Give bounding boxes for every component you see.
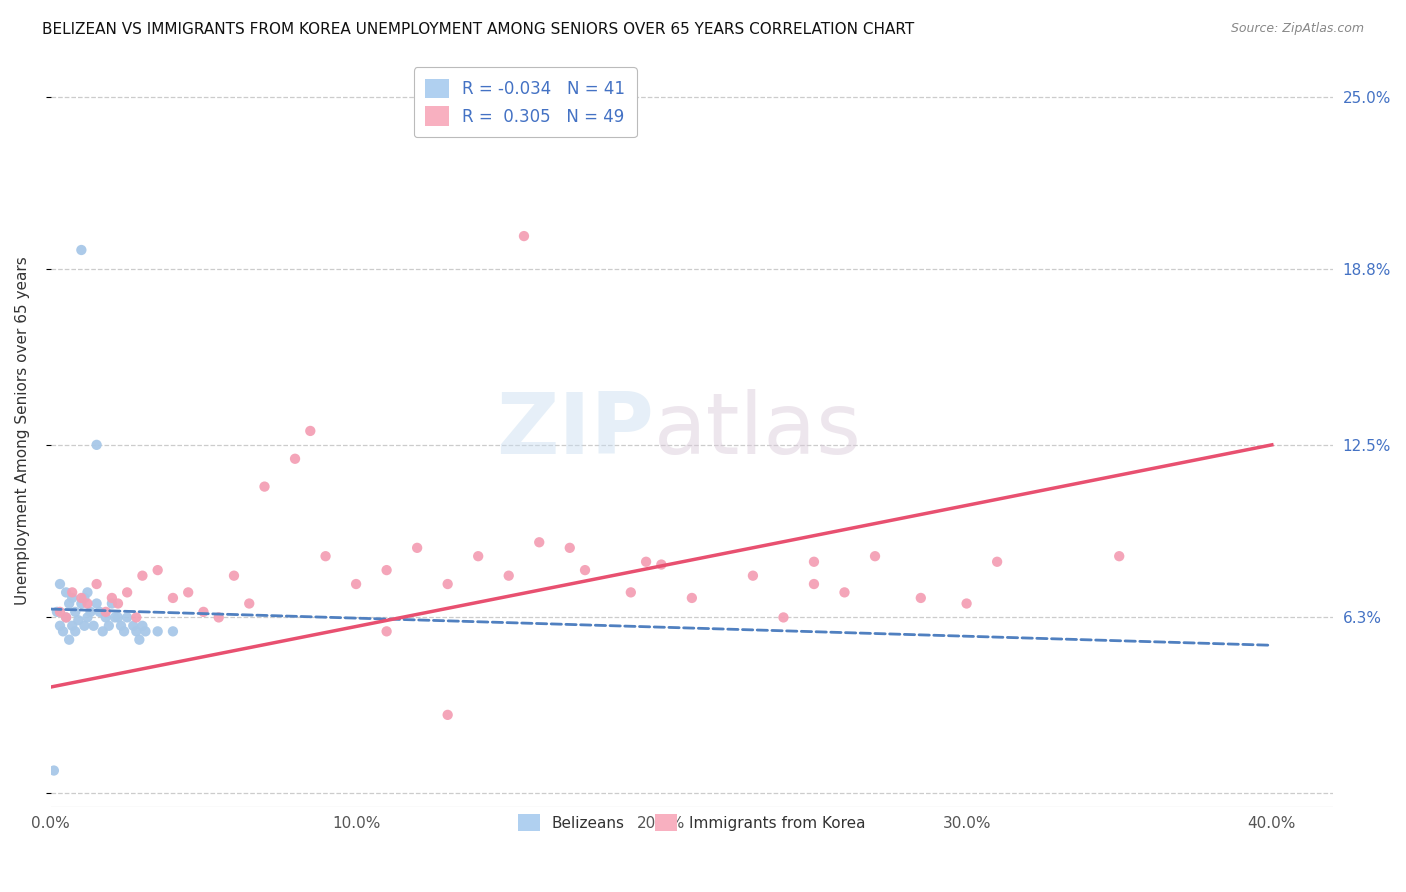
Point — [208, 610, 231, 624]
Point — [79, 605, 101, 619]
Point — [299, 424, 322, 438]
Point — [344, 577, 367, 591]
Point — [94, 605, 117, 619]
Point — [60, 591, 83, 605]
Point — [222, 568, 245, 582]
Point — [76, 585, 98, 599]
Point — [49, 619, 72, 633]
Point — [650, 558, 672, 572]
Point — [315, 549, 337, 564]
Point — [910, 591, 932, 605]
Point — [101, 591, 124, 605]
Y-axis label: Unemployment Among Seniors over 65 years: Unemployment Among Seniors over 65 years — [15, 257, 30, 606]
Point — [375, 624, 398, 639]
Point — [107, 597, 129, 611]
Point — [146, 624, 169, 639]
Point — [122, 619, 145, 633]
Point — [112, 624, 135, 639]
Point — [86, 597, 108, 611]
Point — [58, 632, 80, 647]
Point — [177, 585, 200, 599]
Point — [863, 549, 886, 564]
Point — [65, 624, 87, 639]
Point — [60, 619, 83, 633]
Point — [131, 568, 153, 582]
Point — [955, 597, 977, 611]
Point — [76, 597, 98, 611]
Point — [128, 632, 150, 647]
Point — [60, 585, 83, 599]
Point — [94, 610, 117, 624]
Point — [574, 563, 596, 577]
Point — [83, 619, 105, 633]
Point — [125, 610, 148, 624]
Point — [529, 535, 551, 549]
Point — [1108, 549, 1130, 564]
Point — [513, 229, 536, 244]
Point — [162, 591, 184, 605]
Point — [681, 591, 703, 605]
Point — [55, 610, 77, 624]
Point — [42, 764, 65, 778]
Point — [636, 555, 658, 569]
Point — [803, 577, 825, 591]
Point — [107, 610, 129, 624]
Text: atlas: atlas — [654, 390, 862, 473]
Point — [49, 605, 72, 619]
Point — [110, 619, 132, 633]
Point — [55, 585, 77, 599]
Point — [436, 707, 458, 722]
Point — [86, 438, 108, 452]
Point — [49, 577, 72, 591]
Point — [76, 610, 98, 624]
Point — [45, 605, 67, 619]
Text: ZIP: ZIP — [496, 390, 654, 473]
Point — [86, 577, 108, 591]
Point — [67, 613, 90, 627]
Point — [73, 619, 96, 633]
Point — [131, 619, 153, 633]
Point — [834, 585, 856, 599]
Point — [125, 624, 148, 639]
Point — [467, 549, 489, 564]
Point — [558, 541, 581, 555]
Point — [58, 597, 80, 611]
Point — [70, 597, 93, 611]
Point — [375, 563, 398, 577]
Point — [104, 610, 127, 624]
Text: BELIZEAN VS IMMIGRANTS FROM KOREA UNEMPLOYMENT AMONG SENIORS OVER 65 YEARS CORRE: BELIZEAN VS IMMIGRANTS FROM KOREA UNEMPL… — [42, 22, 914, 37]
Point — [986, 555, 1008, 569]
Point — [65, 605, 87, 619]
Point — [101, 597, 124, 611]
Point — [115, 610, 138, 624]
Point — [115, 585, 138, 599]
Point — [406, 541, 429, 555]
Point — [193, 605, 215, 619]
Point — [436, 577, 458, 591]
Point — [70, 591, 93, 605]
Point — [52, 624, 75, 639]
Point — [620, 585, 643, 599]
Point — [73, 591, 96, 605]
Point — [803, 555, 825, 569]
Text: Source: ZipAtlas.com: Source: ZipAtlas.com — [1230, 22, 1364, 36]
Point — [742, 568, 765, 582]
Point — [134, 624, 156, 639]
Point — [253, 480, 276, 494]
Point — [91, 624, 114, 639]
Point — [97, 619, 120, 633]
Point — [498, 568, 520, 582]
Point — [238, 597, 260, 611]
Point — [162, 624, 184, 639]
Point — [146, 563, 169, 577]
Point — [89, 605, 111, 619]
Point — [70, 243, 93, 257]
Legend: Belizeans, Immigrants from Korea: Belizeans, Immigrants from Korea — [509, 805, 875, 840]
Point — [772, 610, 794, 624]
Point — [55, 610, 77, 624]
Point — [284, 451, 307, 466]
